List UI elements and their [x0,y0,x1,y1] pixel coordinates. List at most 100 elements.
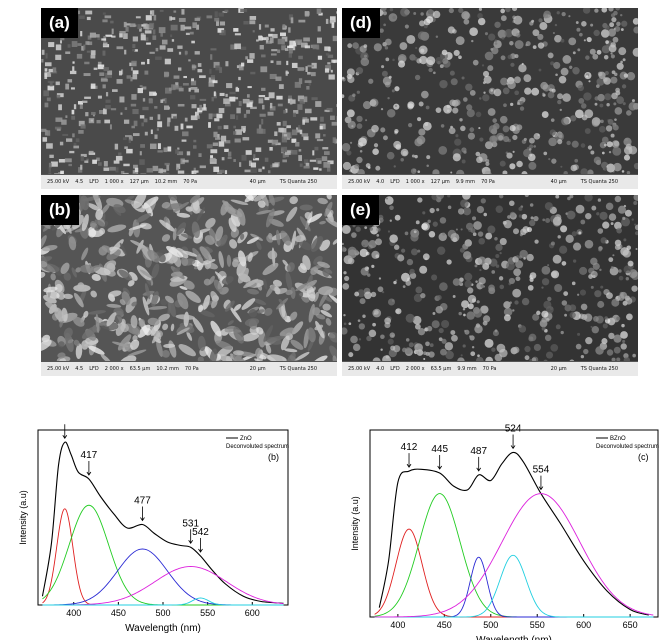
peak-arrow [62,424,68,439]
wd-value: 10.2 mm [156,366,179,372]
sem-texture [41,195,337,362]
deconvoluted-peak-line [42,566,284,606]
sem-info-bar: 25.00 kV 4.5 LFD 2 000 x 63.5 µm 10.2 mm… [41,361,337,376]
x-tick-label: 650 [623,620,638,630]
deconvoluted-peak-line [374,528,654,618]
hv-value: 25.00 kV [348,179,371,185]
sem-info-bar: 25.00 kV 4.0 LFD 1 000 x 127 µm 9.9 mm 7… [342,174,638,189]
wd-value: 9.9 mm [455,179,476,185]
mag-value: 2 000 x [104,366,124,372]
peak-arrow [476,456,482,472]
x-axis-label: Wavelength (nm) [125,623,201,634]
panel-label: (e) [342,195,379,225]
peak-label: 412 [401,442,418,453]
measured-spectrum-line [378,451,649,616]
peak-arrow [406,453,412,468]
peak-label: 524 [505,423,522,434]
deconvoluted-peak-line [42,597,284,606]
panel-label: (c) [638,452,649,462]
peak-label: 477 [134,496,151,507]
scale-bar-label: 20 µm [550,366,567,372]
spot-value: 4.5 [75,366,84,372]
panel-label: (d) [342,8,380,38]
wd-value: 10.2 mm [154,179,178,185]
pressure-value: 70 Pa [481,179,495,185]
peak-arrow [198,538,203,553]
pressure-value: 70 Pa [183,179,198,185]
spot-value: 4.0 [376,179,385,185]
scale-bar-label: 40 µm [249,179,266,185]
deconvoluted-peak-line [42,508,284,606]
legend-entry: BZnO [610,436,626,442]
deconvoluted-peak-line [374,554,654,618]
peak-arrow [538,475,544,491]
x-tick-label: 550 [530,620,545,630]
det-value: LFD [89,366,99,372]
scale-bar-label: 40 µm [550,179,567,185]
sem-image-b: (b) 25.00 kV 4.5 LFD 2 000 x 63.5 µm 10.… [41,195,337,376]
deconvoluted-peak-line [374,556,654,618]
measured-spectrum-line [41,441,284,604]
panel-label: (b) [268,452,279,462]
instrument-label: TS Quanta 250 [279,179,317,185]
sem-image-a: (a) 25.00 kV 4.5 LFD 1 000 x 127 µm 10.2… [41,8,337,189]
x-tick-label: 450 [437,620,452,630]
panel-label: (b) [41,195,79,225]
hfw-value: 63.5 µm [430,366,452,372]
hv-value: 25.00 kV [47,366,70,372]
spot-value: 4.0 [376,366,385,372]
hv-value: 25.00 kV [348,366,371,372]
det-value: LFD [390,179,400,185]
pl-spectrum-bzno: 400 450 500 550 600 650 Wavelength (nm) Intensi… [350,423,659,640]
hfw-value: 63.5 µm [129,366,151,372]
hfw-value: 127 µm [129,179,149,185]
x-axis-label: Wavelength (nm) [476,635,552,640]
x-tick-label: 500 [483,620,498,630]
pressure-value: 70 Pa [184,366,199,372]
peak-label: 390 [56,422,73,424]
x-tick-label: 600 [245,608,260,618]
x-tick-label: 550 [200,608,215,618]
y-axis-label: Intensity (a.u) [18,490,28,545]
spot-value: 4.5 [75,179,84,185]
wd-value: 9.9 mm [457,366,477,372]
legend-entry: ZnO [240,436,252,442]
mag-value: 2 000 x [405,366,425,372]
peak-arrow [437,455,443,470]
x-tick-label: 400 [66,608,81,618]
sem-info-bar: 25.00 kV 4.0 LFD 2 000 x 63.5 µm 9.9 mm … [342,361,638,376]
legend-entry: Deconvoluted spectrum [226,444,289,450]
mag-value: 1 000 x [104,179,124,185]
plot-frame [369,429,659,618]
peak-label: 554 [533,465,550,476]
peak-arrow [140,506,145,522]
peak-arrow [86,461,92,476]
x-tick-label: 600 [576,620,591,630]
sem-texture [342,195,638,362]
pressure-value: 70 Pa [482,366,497,372]
peak-label: 417 [81,450,98,461]
instrument-label: TS Quanta 250 [279,366,317,372]
legend-entry: Deconvoluted spectrum [596,444,659,450]
peak-label: 542 [192,527,209,538]
x-tick-label: 500 [155,608,170,618]
pl-spectrum-zno: 400 450 500 550 600 Wavelength (nm) Intensity … [18,422,289,634]
deconvoluted-peak-line [374,493,654,618]
x-tick-label: 400 [390,620,405,630]
mag-value: 1 000 x [405,179,425,185]
x-tick-label: 450 [111,608,126,618]
panel-label: (a) [41,8,78,38]
deconvoluted-peak-line [42,504,284,606]
sem-info-bar: 25.00 kV 4.5 LFD 1 000 x 127 µm 10.2 mm … [41,174,337,189]
instrument-label: TS Quanta 250 [580,366,618,372]
scale-bar-label: 20 µm [249,366,266,372]
peak-label: 487 [470,446,487,457]
sem-image-e: (e) 25.00 kV 4.0 LFD 2 000 x 63.5 µm 9.9… [342,195,638,376]
peak-label: 531 [182,518,199,529]
peak-arrow [188,529,194,544]
sem-texture [41,8,337,175]
hfw-value: 127 µm [430,179,450,185]
peak-arrow [510,434,516,450]
instrument-label: TS Quanta 250 [580,179,618,185]
det-value: LFD [390,366,400,372]
